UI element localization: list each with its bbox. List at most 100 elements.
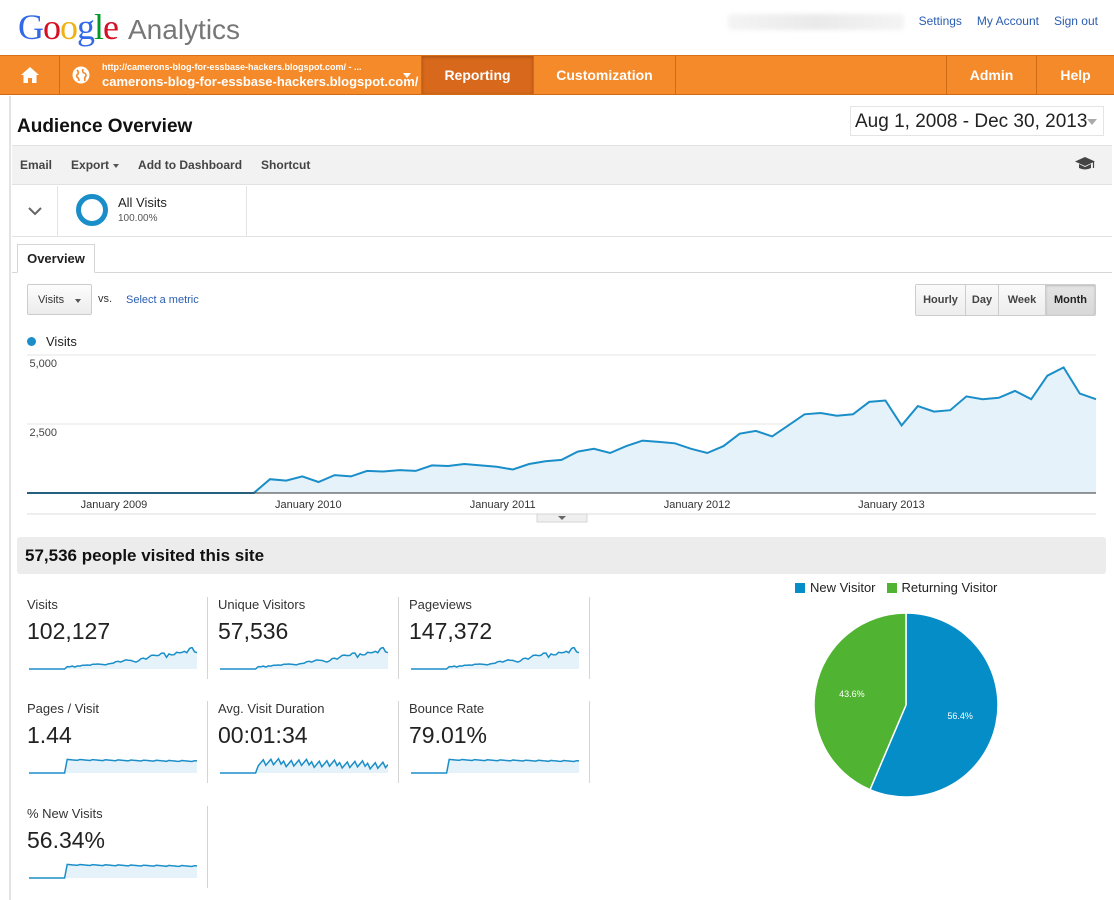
metric-label: Bounce Rate <box>409 701 485 716</box>
tab-overview[interactable]: Overview <box>17 244 95 273</box>
shortcut-button[interactable]: Shortcut <box>261 158 311 172</box>
metric-tile[interactable]: % New Visits 56.34% <box>17 806 207 886</box>
metric-label: Pages / Visit <box>27 701 100 716</box>
metric-value: 1.44 <box>27 722 72 748</box>
metric-tile[interactable]: Pages / Visit 1.44 <box>17 701 207 781</box>
metric-sparkline <box>220 647 388 670</box>
sparkline-area <box>411 647 579 669</box>
metric-label: Pageviews <box>409 597 472 612</box>
sparkline-line <box>411 647 579 670</box>
granularity-buttons: Hourly Day Week Month <box>915 284 1096 316</box>
legend-new-visitor: New Visitor <box>810 580 876 595</box>
sparkline-area <box>411 759 579 773</box>
metric-sparkline <box>29 863 197 879</box>
sparkline-line <box>29 863 197 879</box>
x-tick-label: January 2010 <box>275 499 342 511</box>
tab-help[interactable]: Help <box>1060 67 1091 83</box>
globe-icon <box>72 66 90 84</box>
segment-name: All Visits <box>118 195 167 210</box>
pie-slice-new-visitor <box>869 612 999 798</box>
metric-dropdown[interactable]: Visits <box>27 284 92 315</box>
analytics-wordmark: Analytics <box>128 14 241 45</box>
tab-admin[interactable]: Admin <box>947 56 1037 94</box>
x-tick-label: January 2012 <box>664 499 731 511</box>
legend-dot-icon <box>27 337 36 346</box>
metric-sparkline <box>411 758 579 774</box>
metric-label: Avg. Visit Duration <box>218 701 325 716</box>
summary-banner: 57,536 people visited this site <box>17 537 1106 574</box>
metric-value: 56.34% <box>27 827 106 853</box>
home-button[interactable] <box>0 56 60 94</box>
tile-divider <box>398 701 399 783</box>
metric-tile[interactable]: Visits 102,127 <box>17 597 207 677</box>
property-name: camerons-blog-for-essbase-hackers.blogsp… <box>102 73 419 89</box>
tab-reporting[interactable]: Reporting <box>422 56 534 94</box>
add-to-dashboard-button[interactable]: Add to Dashboard <box>138 158 243 172</box>
visits-area <box>27 367 1096 493</box>
metric-value: 57,536 <box>218 618 289 644</box>
sparkline-area <box>220 647 388 669</box>
week-button[interactable]: Week <box>999 285 1046 315</box>
hourly-button[interactable]: Hourly <box>916 285 966 315</box>
sign-out-link[interactable]: Sign out <box>1053 14 1098 28</box>
google-analytics-logo[interactable]: Google Analytics <box>18 6 240 50</box>
report-toolbar: Email Export Add to Dashboard Shortcut <box>12 145 1112 185</box>
metric-sparkline <box>220 757 388 774</box>
home-icon <box>20 67 39 83</box>
sparkline-line <box>29 647 197 670</box>
chevron-down-icon <box>558 516 566 520</box>
metric-label: Unique Visitors <box>218 597 306 612</box>
segment-all-visits[interactable]: All Visits 100.00% <box>58 186 247 237</box>
settings-link[interactable]: Settings <box>918 14 962 28</box>
metric-value: 147,372 <box>409 618 493 644</box>
export-label: Export <box>71 158 110 172</box>
visitor-type-pie-chart: 56.4% 43.6% <box>813 612 999 798</box>
sparkline-line <box>29 758 197 774</box>
metric-tile[interactable]: Unique Visitors 57,536 <box>208 597 398 677</box>
chevron-down-icon <box>1087 119 1097 125</box>
account-links: Settings My Account Sign out <box>919 14 1098 28</box>
email-button[interactable]: Email <box>20 158 53 172</box>
x-tick-label: January 2011 <box>470 499 536 511</box>
pie-slice-label: 43.6% <box>839 689 865 699</box>
tile-divider <box>207 597 208 679</box>
date-range-picker[interactable]: Aug 1, 2008 - Dec 30, 2013 <box>850 106 1104 136</box>
legend-swatch-new <box>795 582 805 593</box>
account-email-redacted <box>728 14 904 30</box>
month-button[interactable]: Month <box>1046 285 1095 315</box>
chart-legend: Visits <box>27 334 77 349</box>
tile-divider <box>207 701 208 783</box>
metric-sparkline <box>29 647 197 670</box>
day-button[interactable]: Day <box>966 285 999 315</box>
tab-customization[interactable]: Customization <box>534 56 676 94</box>
segment-toggle[interactable] <box>12 186 58 237</box>
pie-slice-returning-visitor <box>813 612 907 791</box>
chevron-down-icon <box>27 207 42 216</box>
y-tick-label: 2,500 <box>29 427 57 439</box>
sparkline-area <box>29 759 197 773</box>
metric-tile[interactable]: Bounce Rate 79.01% <box>399 701 589 781</box>
sparkline-line <box>411 758 579 774</box>
chevron-down-icon <box>113 163 120 168</box>
metric-tile[interactable]: Pageviews 147,372 <box>399 597 589 677</box>
sparkline-line <box>220 757 388 774</box>
export-button[interactable]: Export <box>71 158 120 172</box>
visits-over-time-chart: 5,000 2,500 January 2009 January 2010 Januar… <box>27 354 1097 523</box>
tab-underline <box>12 272 1112 273</box>
property-selector[interactable]: http://camerons-blog-for-essbase-hackers… <box>60 56 422 94</box>
segment-percent: 100.00% <box>118 213 158 224</box>
metric-label: Visits <box>27 597 58 612</box>
nav-spacer <box>676 56 947 94</box>
my-account-link[interactable]: My Account <box>976 14 1039 28</box>
top-header: Google Analytics Settings My Account Sig… <box>0 0 1114 55</box>
main-nav: http://camerons-blog-for-essbase-hackers… <box>0 55 1114 95</box>
graduation-cap-icon[interactable] <box>1074 156 1096 172</box>
metric-dropdown-value: Visits <box>38 294 65 306</box>
legend-label: Visits <box>46 334 77 349</box>
select-metric-link[interactable]: Select a metric <box>126 294 199 306</box>
sparkline-line <box>220 647 388 670</box>
metric-tile[interactable]: Avg. Visit Duration 00:01:34 <box>208 701 398 781</box>
tile-divider <box>398 597 399 679</box>
metric-sparkline <box>411 647 579 670</box>
y-tick-label: 5,000 <box>29 358 57 370</box>
